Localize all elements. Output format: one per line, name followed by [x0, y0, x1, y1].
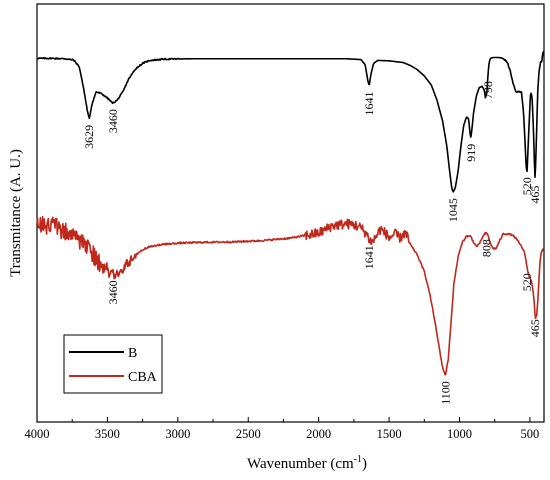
x-axis-title: Wavenumber (cm-1)	[247, 454, 367, 472]
x-tick-label: 4000	[25, 427, 50, 441]
x-axis-title-end: )	[362, 456, 367, 472]
peak-label: 1641	[362, 92, 376, 116]
peak-label: 808	[480, 239, 494, 257]
peak-label: 3629	[82, 125, 96, 149]
legend: B CBA	[63, 334, 163, 394]
x-tick-label: 2500	[236, 427, 261, 441]
x-tick-label: 500	[521, 427, 540, 441]
peak-label: 465	[528, 186, 542, 204]
peak-label: 919	[464, 144, 478, 162]
series-lines	[36, 50, 545, 376]
peak-label: 3460	[106, 280, 120, 304]
x-tick-label: 1000	[447, 427, 472, 441]
y-axis-title: Transmitance (A. U.)	[8, 149, 24, 277]
legend-box	[63, 334, 163, 394]
x-tick-label: 2000	[306, 427, 331, 441]
peak-label: 520	[520, 273, 534, 291]
x-tick-label: 3500	[95, 427, 120, 441]
x-tick-label: 1500	[377, 427, 402, 441]
series-line-cba	[36, 215, 545, 376]
peak-label: 465	[528, 319, 542, 337]
peak-label: 1100	[438, 381, 452, 405]
legend-label-b: B	[128, 346, 137, 361]
series-line-b	[36, 50, 545, 193]
peak-label: 1641	[362, 245, 376, 269]
peak-label: 1045	[446, 198, 460, 222]
plot-frame	[36, 3, 545, 423]
peak-label: 520	[520, 177, 534, 195]
x-axis-tick-labels: 4000 3500 3000 2500 2000 1500 1000 500	[25, 427, 540, 441]
peak-label: 3460	[106, 109, 120, 133]
peak-annotations: 3629346016411045919798520465346016411100…	[82, 81, 542, 405]
x-tick-label: 3000	[165, 427, 190, 441]
x-axis-title-superscript: -1	[354, 454, 362, 465]
peak-label: 798	[481, 81, 495, 99]
x-axis-ticks	[36, 417, 531, 422]
legend-label-cba: CBA	[128, 370, 158, 385]
